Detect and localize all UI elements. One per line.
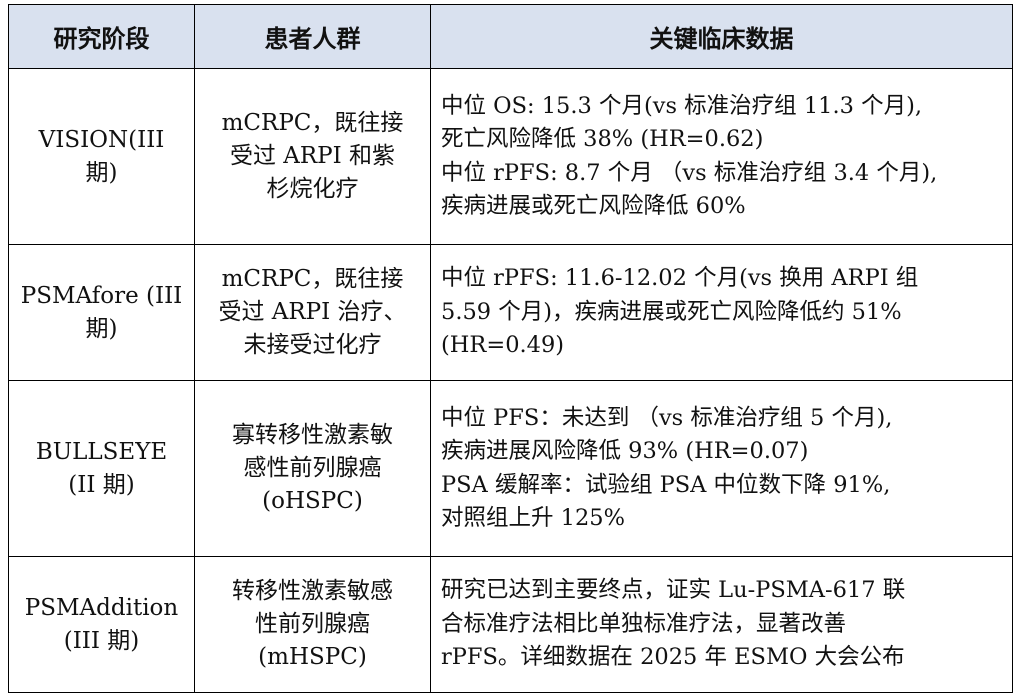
data-line: rPFS。详细数据在 2025 年 ESMO 大会公布: [441, 644, 905, 671]
stage-line: 期): [85, 159, 118, 186]
data-line: 中位 OS: 15.3 个月(vs 标准治疗组 11.3 个月),: [441, 92, 923, 119]
stage-line: (III 期): [63, 627, 140, 654]
data-line: 对照组上升 125%: [441, 505, 625, 531]
population-cell: 转移性激素敏感 性前列腺癌 (mHSPC): [194, 556, 431, 693]
header-stage: 研究阶段: [8, 4, 195, 69]
data-line: (HR=0.49): [441, 332, 565, 359]
population-cell: 寡转移性激素敏 感性前列腺癌 (oHSPC): [194, 380, 431, 557]
key-data-cell: 中位 rPFS: 11.6-12.02 个月(vs 换用 ARPI 组 5.59…: [430, 244, 1013, 381]
population-line: 受过 ARPI 和紫: [229, 143, 396, 169]
stage-line: BULLSEYE: [35, 438, 168, 465]
header-population: 患者人群: [194, 4, 431, 69]
population-line: mCRPC，既往接: [221, 266, 404, 292]
population-line: 性前列腺癌: [255, 611, 370, 637]
key-data-cell: 中位 OS: 15.3 个月(vs 标准治疗组 11.3 个月), 死亡风险降低…: [430, 68, 1013, 245]
data-line: 疾病进展或死亡风险降低 60%: [441, 193, 746, 219]
clinical-trials-table: 研究阶段 患者人群 关键临床数据 VISION(III 期) mCRPC，既往接…: [8, 4, 1013, 693]
population-line: (oHSPC): [262, 488, 363, 514]
population-line: mCRPC，既往接: [221, 110, 404, 136]
population-line: 寡转移性激素敏: [232, 422, 393, 448]
data-line: 死亡风险降低 38% (HR=0.62): [441, 126, 764, 152]
data-line: 5.59 个月)，疾病进展或死亡风险降低约 51%: [441, 298, 902, 325]
stage-cell: VISION(III 期): [8, 68, 195, 245]
stage-cell: PSMAddition (III 期): [8, 556, 195, 693]
stage-cell: PSMAfore (III 期): [8, 244, 195, 381]
population-line: 转移性激素敏感: [232, 578, 393, 604]
stage-cell: BULLSEYE (II 期): [8, 380, 195, 557]
population-cell: mCRPC，既往接 受过 ARPI 治疗、 未接受过化疗: [194, 244, 431, 381]
stage-line: VISION(III: [38, 126, 165, 153]
population-line: 感性前列腺癌: [243, 455, 382, 481]
stage-line: PSMAddition: [24, 594, 179, 621]
key-data-cell: 中位 PFS：未达到 （vs 标准治疗组 5 个月), 疾病进展风险降低 93%…: [430, 380, 1013, 557]
population-line: 杉烷化疗: [266, 176, 359, 202]
population-line: (mHSPC): [258, 644, 367, 670]
population-line: 未接受过化疗: [243, 332, 382, 358]
header-key-data: 关键临床数据: [430, 4, 1013, 69]
data-line: PSA 缓解率：试验组 PSA 中位数下降 91%,: [441, 471, 891, 498]
stage-line: PSMAfore (III: [20, 282, 183, 309]
table-row: PSMAddition (III 期) 转移性激素敏感 性前列腺癌 (mHSPC…: [8, 556, 1013, 693]
data-line: 中位 rPFS: 11.6-12.02 个月(vs 换用 ARPI 组: [441, 265, 919, 292]
data-line: 研究已达到主要终点，证实 Lu-PSMA-617 联: [441, 577, 906, 604]
population-line: 受过 ARPI 治疗、: [218, 299, 407, 325]
data-line: 疾病进展风险降低 93% (HR=0.07): [441, 438, 809, 464]
table-row: BULLSEYE (II 期) 寡转移性激素敏 感性前列腺癌 (oHSPC) 中…: [8, 380, 1013, 557]
stage-line: (II 期): [68, 471, 135, 498]
table-row: VISION(III 期) mCRPC，既往接 受过 ARPI 和紫 杉烷化疗 …: [8, 68, 1013, 245]
stage-line: 期): [85, 315, 118, 342]
data-line: 中位 rPFS: 8.7 个月 （vs 标准治疗组 3.4 个月),: [441, 159, 938, 186]
population-cell: mCRPC，既往接 受过 ARPI 和紫 杉烷化疗: [194, 68, 431, 245]
table-row: PSMAfore (III 期) mCRPC，既往接 受过 ARPI 治疗、 未…: [8, 244, 1013, 381]
key-data-cell: 研究已达到主要终点，证实 Lu-PSMA-617 联 合标准疗法相比单独标准疗法…: [430, 556, 1013, 693]
header-row: 研究阶段 患者人群 关键临床数据: [8, 4, 1013, 69]
data-line: 中位 PFS：未达到 （vs 标准治疗组 5 个月),: [441, 404, 893, 431]
data-line: 合标准疗法相比单独标准疗法，显著改善: [441, 610, 847, 637]
